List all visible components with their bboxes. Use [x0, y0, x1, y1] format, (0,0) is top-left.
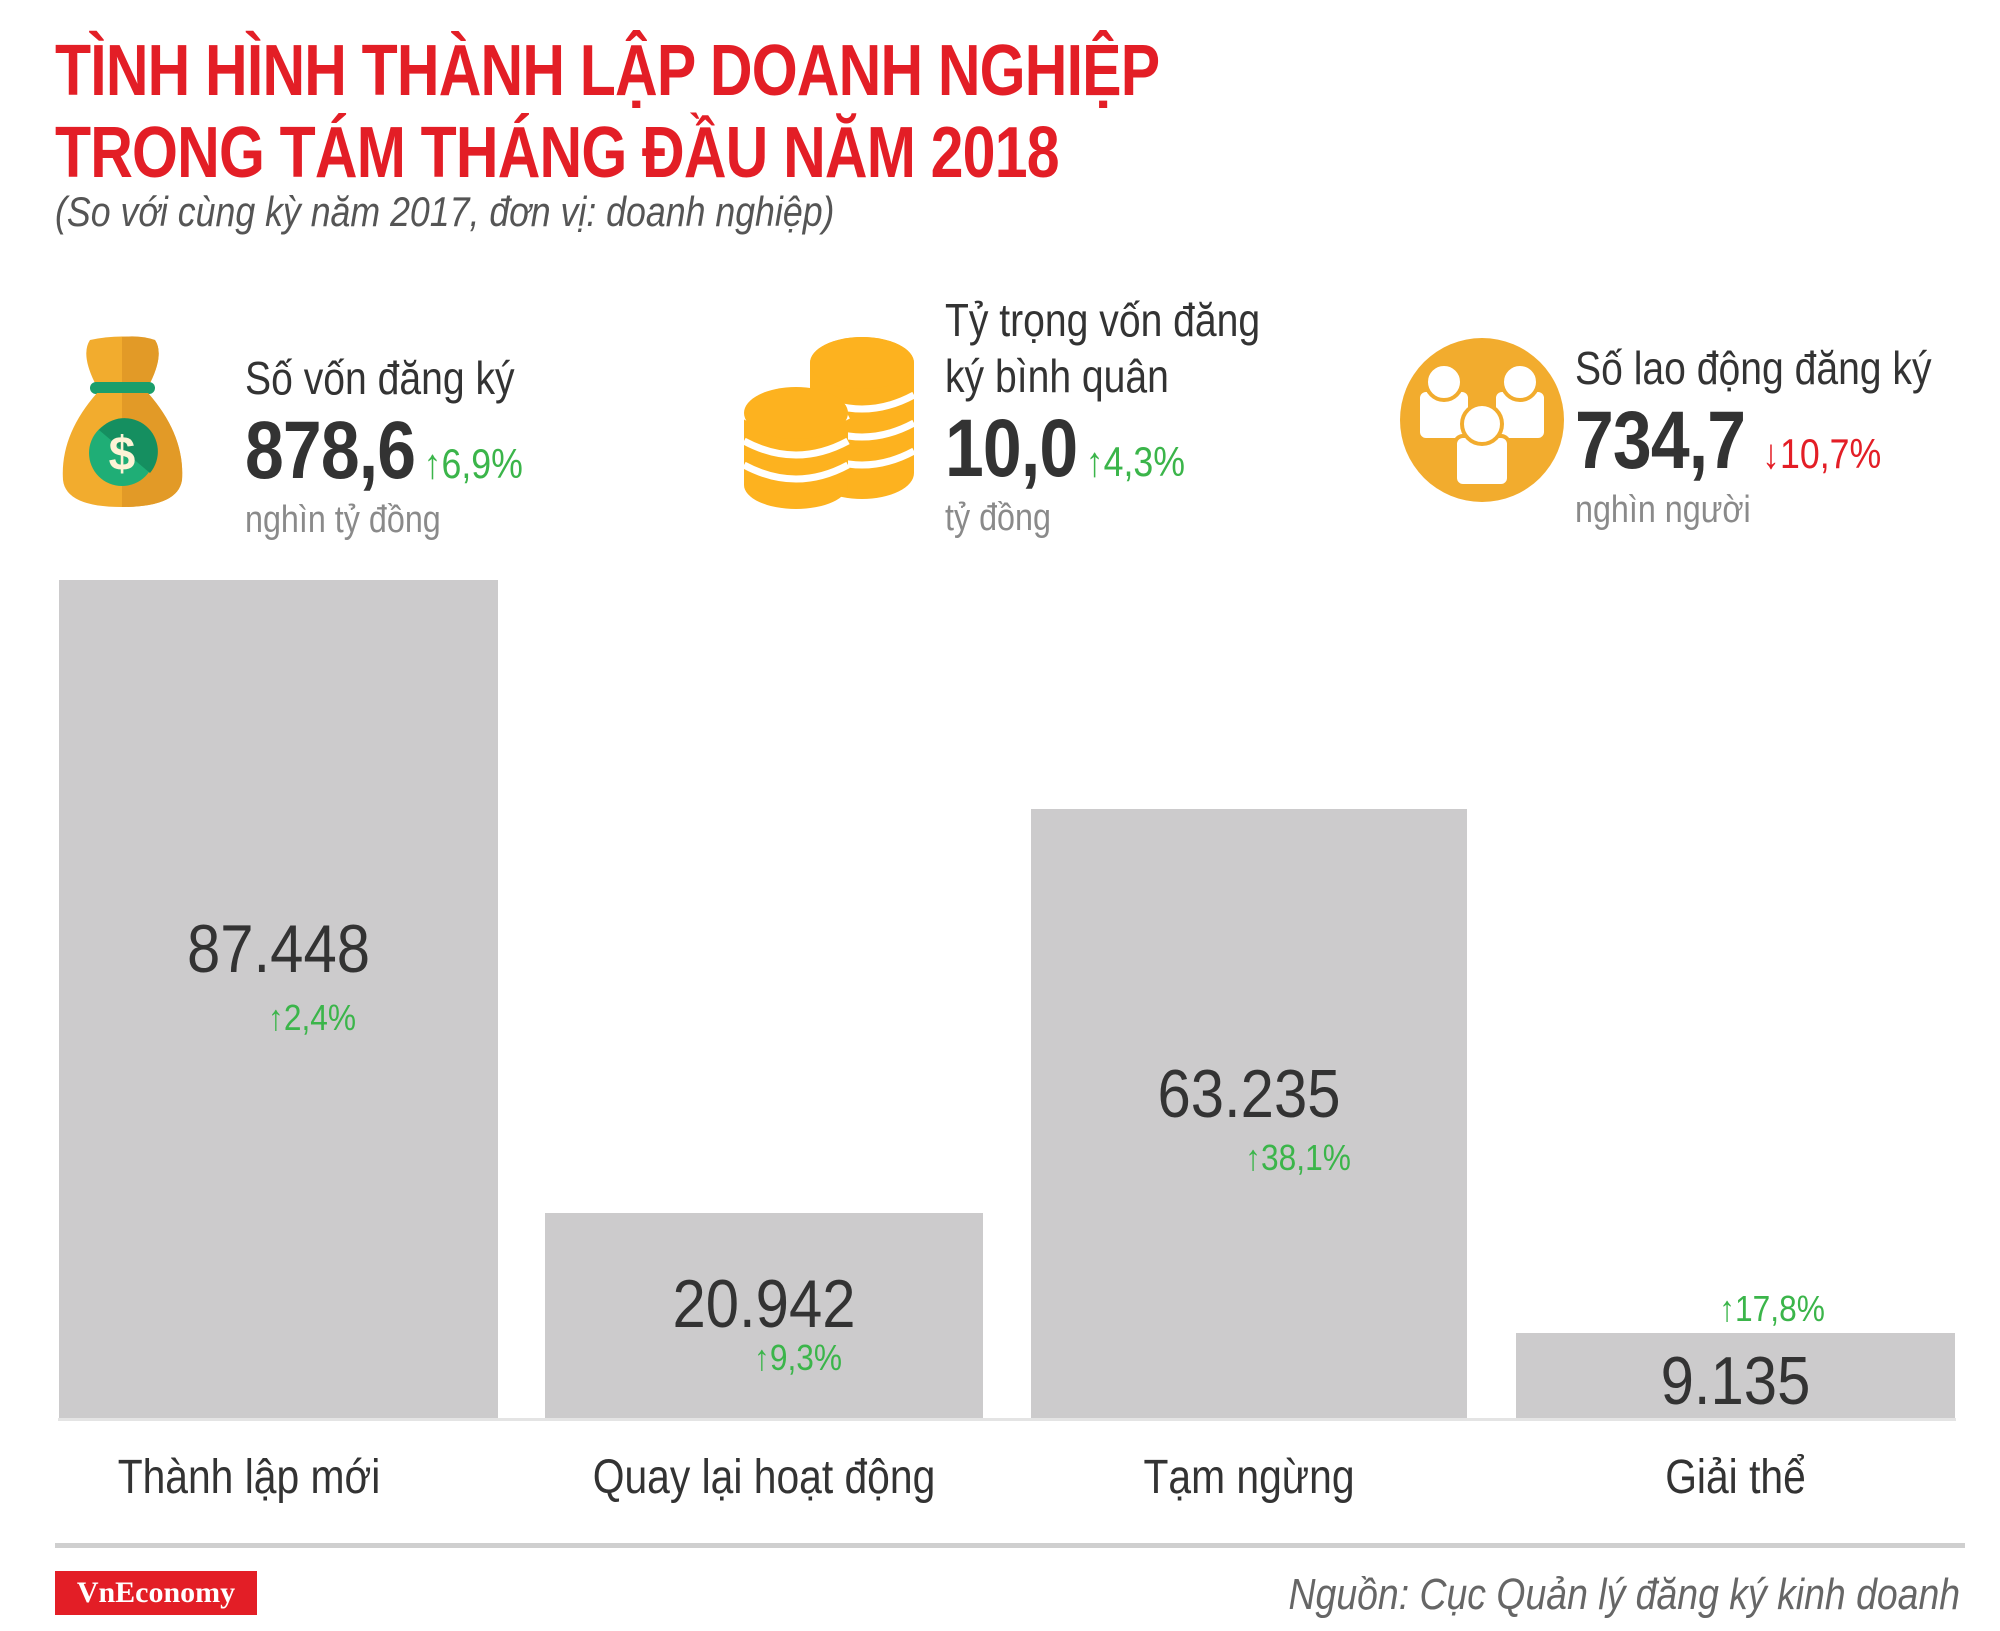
bar-change: ↑17,8% [1719, 1288, 1825, 1329]
bar-change: ↑9,3% [754, 1337, 843, 1378]
stat-label: Số lao động đăng ký [1575, 342, 1932, 394]
stat-registered-labor: Số lao động đăng ký 734,7 ↓10,7% nghìn n… [1575, 340, 1994, 534]
stat-value: 878,6 [245, 405, 416, 496]
footer-divider [55, 1543, 1965, 1548]
svg-text:$: $ [109, 428, 136, 481]
stat-label-line-2: ký bình quân [945, 350, 1169, 402]
arrow-up-icon: ↑ [423, 440, 442, 487]
money-bag-icon: $ [62, 336, 183, 507]
coins-stack-icon [742, 337, 916, 509]
stat-average-capital: Tỷ trọng vốn đăng ký bình quân 10,0 ↑4,3… [945, 292, 1316, 542]
category-label: Tạm ngừng [1143, 1451, 1355, 1504]
stat-change: ↑4,3% [1085, 438, 1185, 485]
source-note: Nguồn: Cục Quản lý đăng ký kinh doanh [1288, 1570, 1960, 1619]
bar-value: 9.135 [1660, 1343, 1811, 1419]
bar-tam-ngung [1031, 809, 1467, 1418]
bar-giai-the [1516, 1333, 1955, 1418]
stat-unit: nghìn người [1575, 489, 1751, 531]
stat-label: Số vốn đăng ký [245, 352, 515, 404]
stat-unit: tỷ đồng [945, 497, 1051, 539]
arrow-down-icon: ↓ [1762, 430, 1781, 477]
stat-unit: nghìn tỷ đồng [245, 499, 441, 541]
title-line-2: TRONG TÁM THÁNG ĐẦU NĂM 2018 [55, 113, 1060, 193]
category-label: Thành lập mới [117, 1451, 381, 1504]
stat-registered-capital: Số vốn đăng ký 878,6 ↑6,9% nghìn tỷ đồng [245, 350, 572, 544]
bar-thanh-lap-moi [59, 580, 498, 1418]
bar-change: ↑2,4% [268, 997, 357, 1038]
stat-value: 734,7 [1575, 395, 1746, 486]
chart-baseline [58, 1418, 1956, 1421]
bar-value: 63.235 [1157, 1056, 1341, 1132]
bar-value: 87.448 [186, 911, 371, 987]
people-group-icon [1400, 338, 1564, 502]
category-label: Quay lại hoạt động [592, 1451, 936, 1504]
bar-quay-lai-hoat-dong [545, 1213, 983, 1418]
stat-change: ↓10,7% [1762, 430, 1882, 477]
bar-value: 20.942 [672, 1266, 856, 1342]
vneconomy-logo: VnEconomy [55, 1571, 257, 1615]
page-title: TÌNH HÌNH THÀNH LẬP DOANH NGHIỆP TRONG T… [55, 30, 1160, 194]
stat-label-line-1: Tỷ trọng vốn đăng [945, 294, 1261, 346]
title-line-1: TÌNH HÌNH THÀNH LẬP DOANH NGHIỆP [55, 31, 1160, 111]
stat-change: ↑6,9% [423, 440, 523, 487]
stat-value: 10,0 [945, 403, 1078, 494]
category-label: Giải thể [1665, 1451, 1806, 1504]
bar-change: ↑38,1% [1245, 1137, 1351, 1178]
subtitle: (So với cùng kỳ năm 2017, đơn vị: doanh … [55, 188, 835, 235]
arrow-up-icon: ↑ [1085, 438, 1104, 485]
